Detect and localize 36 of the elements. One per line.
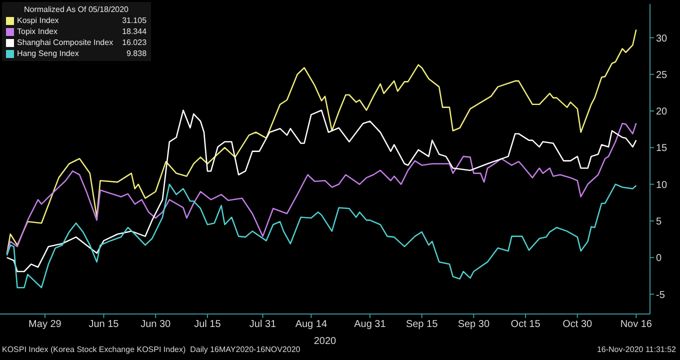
annotation: 16.023 (122, 37, 147, 48)
text: 16-Nov-2020 11:31:52 (596, 345, 676, 354)
legend-title: Normalized As Of 05/18/2020 (23, 4, 130, 15)
line-series (6, 28, 637, 255)
line-series (6, 184, 637, 288)
x-tick-label: May 29 (28, 319, 62, 330)
y-tick-label: 25 (656, 70, 668, 81)
legend-label: Kospi Index (17, 15, 60, 26)
legend-label: Topix Index (17, 26, 58, 37)
x-tick-label: Jul 15 (194, 319, 222, 330)
x-tick-label: Sep 30 (458, 319, 490, 330)
line-series (6, 122, 637, 255)
y-tick-label: 0 (656, 253, 662, 264)
y-tick-label: 15 (656, 143, 668, 154)
y-tick-label: 30 (656, 33, 668, 44)
y-tick-label: -5 (656, 290, 666, 301)
x-axis-title: 2020 (314, 336, 337, 347)
x-tick-label: Aug 31 (354, 319, 386, 330)
text: KOSPI Index (Korea Stock Exchange KOSPI Index) Daily 16MAY2020-16NOV2020 (2, 345, 300, 354)
x-tick-label: Oct 30 (562, 319, 593, 330)
legend-label: Shanghai Composite Index (17, 37, 114, 48)
x-tick-label: Jun 15 (88, 319, 120, 330)
annotation: 31.105 (122, 15, 147, 26)
annotation: 9.838 (126, 48, 147, 59)
x-tick-label: Jun 30 (140, 319, 172, 330)
x-tick-label: Nov 16 (620, 319, 652, 330)
x-tick-label: Sep 15 (406, 319, 438, 330)
annotation: 18.344 (122, 26, 147, 37)
y-tick-label: 10 (656, 180, 668, 191)
x-tick-label: Jul 31 (249, 319, 277, 330)
x-tick-label: Oct 15 (510, 319, 541, 330)
y-tick-label: 20 (656, 106, 668, 118)
y-tick-label: 5 (656, 216, 662, 228)
legend-label: Hang Seng Index (17, 48, 80, 59)
line-series (6, 110, 637, 272)
x-tick-label: Aug 14 (295, 319, 328, 330)
